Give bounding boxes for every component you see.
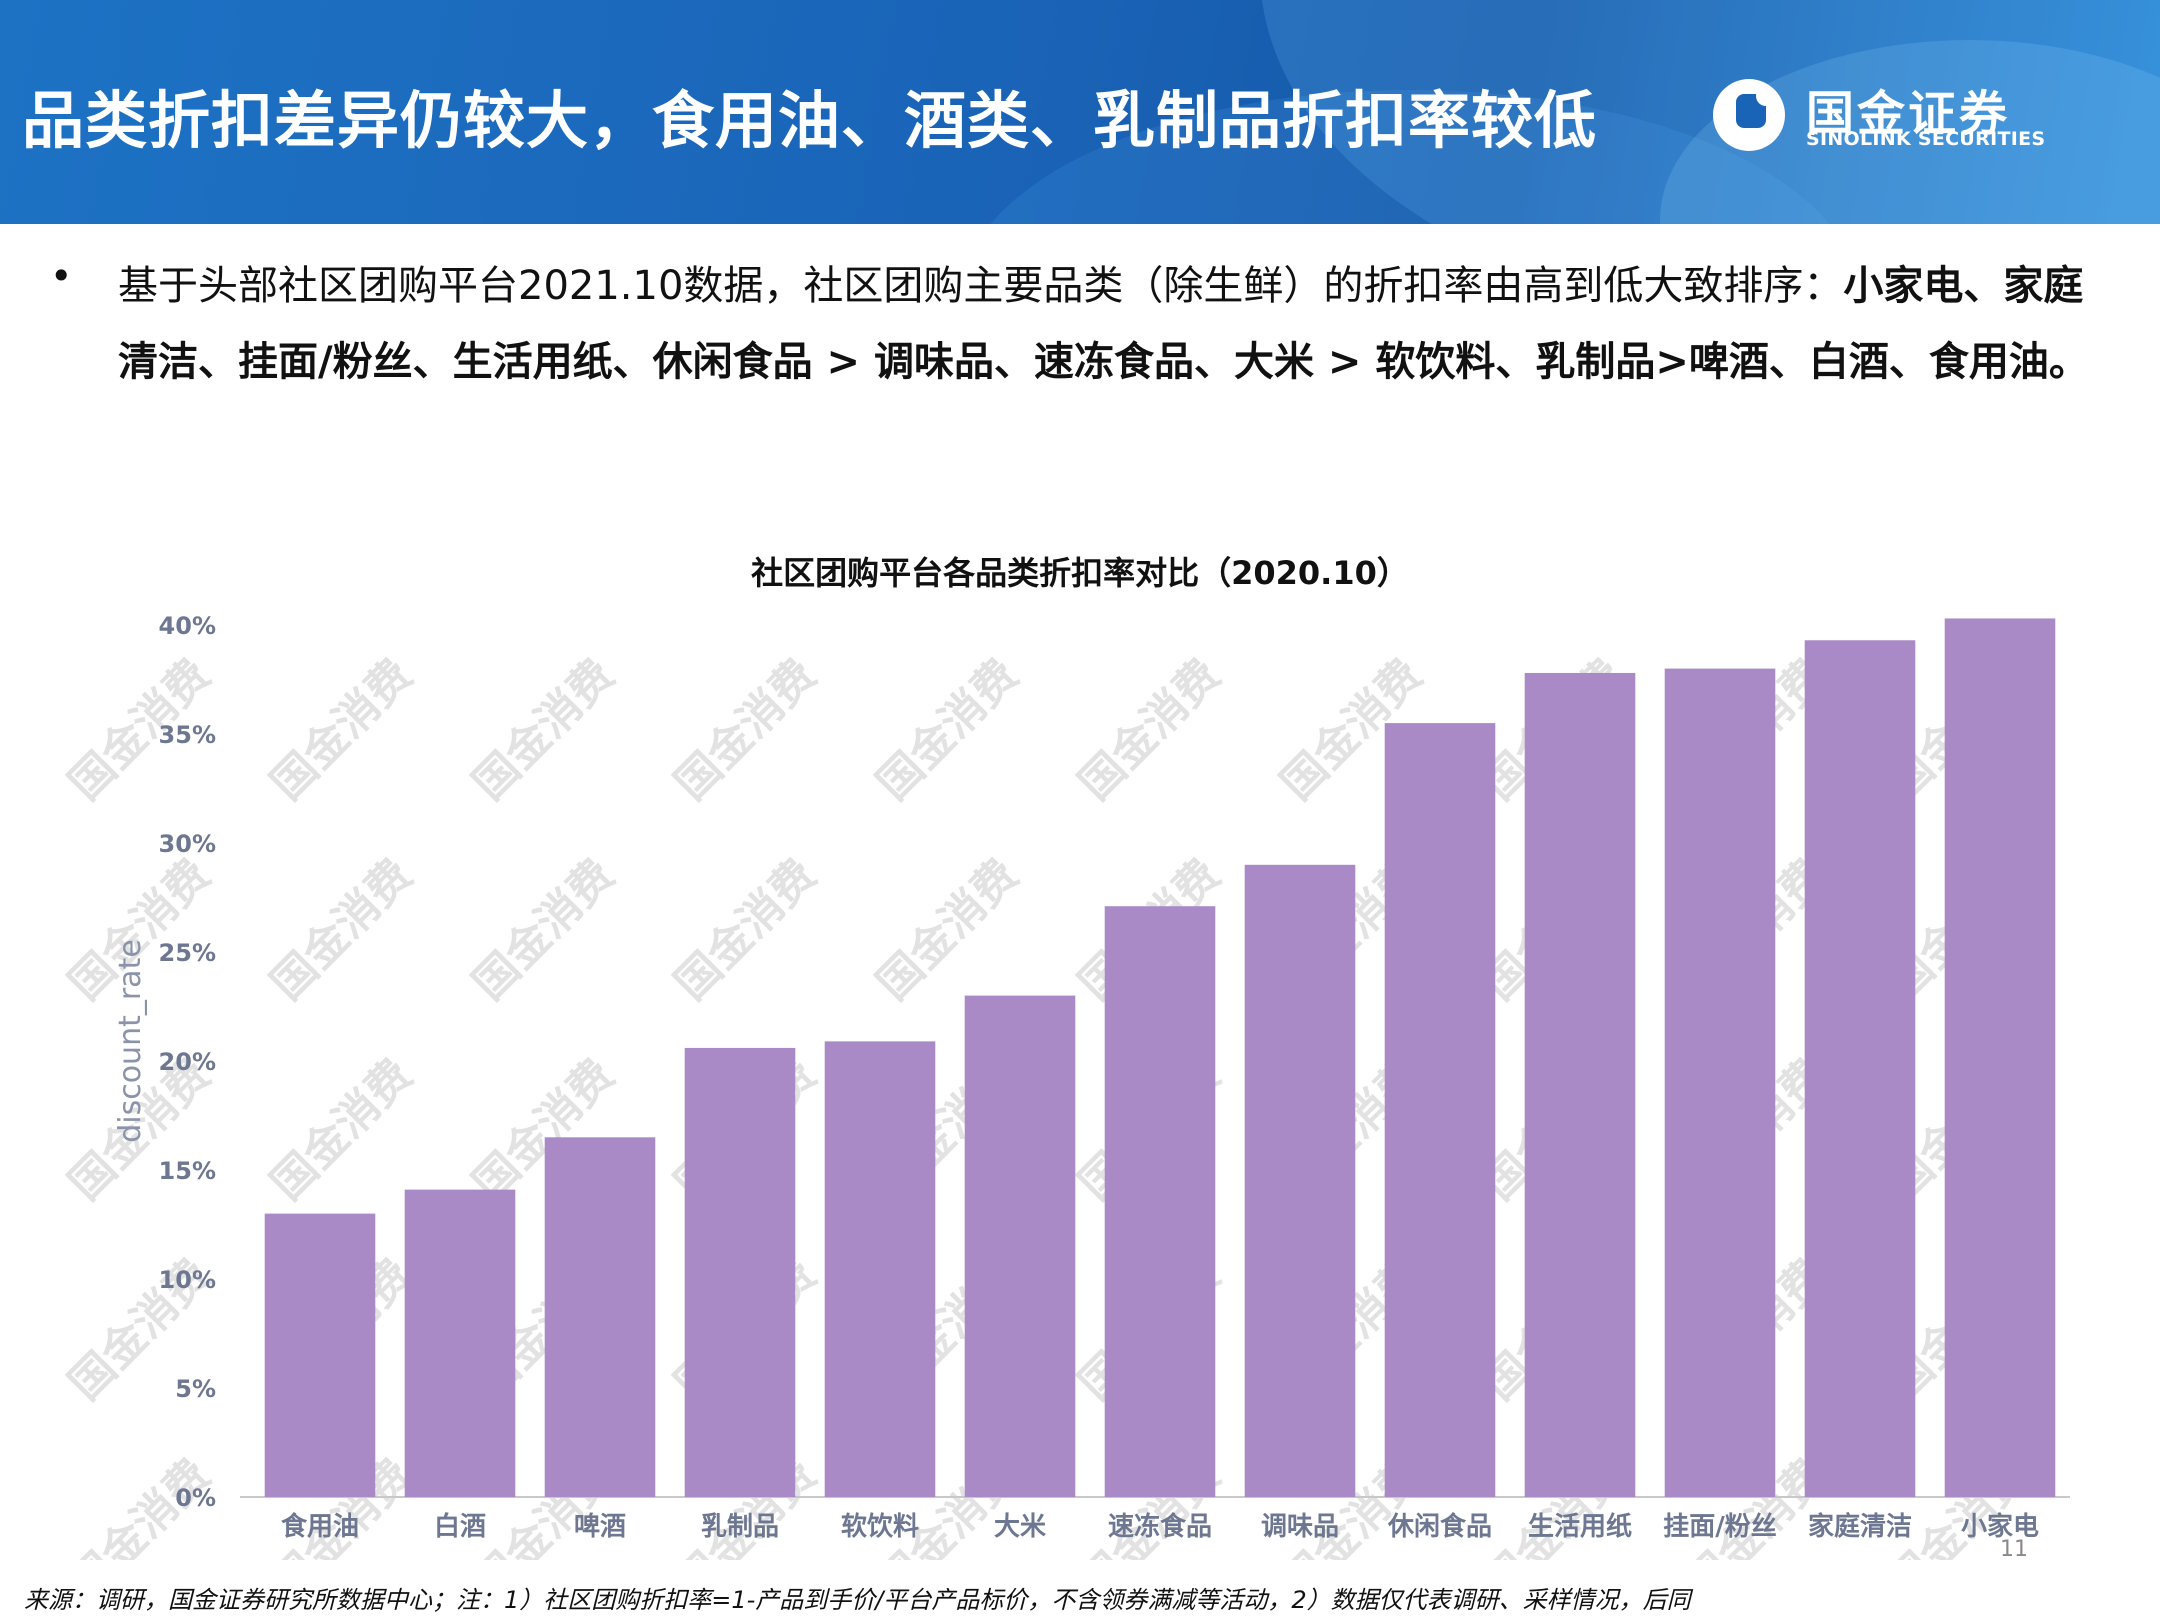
company-logo: 国金证券 SINOLINK SECURITIES: [1708, 72, 2068, 162]
watermark-text: 国金消费: [1069, 649, 1230, 810]
watermark-text: 国金消费: [867, 849, 1028, 1010]
y-tick-label: 20%: [159, 1048, 216, 1076]
bar-4: [824, 1041, 936, 1497]
x-tick-label: 速冻食品: [1108, 1511, 1212, 1542]
watermark-text: 国金消费: [867, 649, 1028, 810]
x-tick-label: 挂面/粉丝: [1663, 1512, 1777, 1542]
bar-12: [1944, 618, 2056, 1497]
page-title: 品类折扣差异仍较大，食用油、酒类、乳制品折扣率较低: [22, 84, 1598, 157]
bar-11: [1804, 640, 1916, 1497]
watermark-text: 国金消费: [665, 649, 826, 810]
bar-3: [684, 1047, 796, 1497]
logo-chinese-name: 国金证券: [1806, 86, 2011, 142]
chart-bars: [264, 618, 2056, 1497]
watermark-text: 国金消费: [261, 849, 422, 1010]
x-tick-label: 啤酒: [574, 1512, 626, 1542]
watermark-text: 国金消费: [261, 1049, 422, 1210]
watermark-text: 国金消费: [261, 649, 422, 810]
page-number: 11: [2000, 1537, 2028, 1560]
y-axis-title: discount_rate: [113, 939, 148, 1143]
y-tick-label: 25%: [159, 939, 216, 967]
y-tick-label: 5%: [175, 1375, 216, 1403]
bar-2: [544, 1137, 656, 1497]
summary-ranking: 小家电、家庭清洁、挂面/粉丝、生活用纸、休闲食品 > 调味品、速冻食品、大米 >…: [118, 263, 2089, 385]
logo-english-name: SINOLINK SECURITIES: [1806, 128, 2046, 150]
y-tick-label: 15%: [159, 1157, 216, 1185]
bar-0: [264, 1213, 376, 1497]
y-tick-label: 35%: [159, 721, 216, 749]
y-tick-label: 10%: [159, 1266, 216, 1294]
x-tick-label: 调味品: [1261, 1512, 1339, 1542]
bar-7: [1244, 864, 1356, 1497]
chart-title: 社区团购平台各品类折扣率对比（2020.10）: [751, 554, 1409, 592]
y-tick-label: 30%: [159, 830, 216, 858]
x-tick-label: 白酒: [434, 1511, 486, 1542]
x-tick-label: 生活用纸: [1528, 1511, 1632, 1542]
summary-intro: 基于头部社区团购平台2021.10数据，社区团购主要品类（除生鲜）的折扣率由高到…: [118, 263, 1844, 309]
bar-8: [1384, 723, 1496, 1497]
bar-6: [1104, 906, 1216, 1497]
x-tick-label: 小家电: [1961, 1511, 2039, 1542]
logo-mark-icon: [1713, 79, 1785, 151]
bar-5: [964, 995, 1076, 1497]
x-tick-label: 家庭清洁: [1808, 1511, 1912, 1542]
x-tick-label: 休闲食品: [1387, 1511, 1492, 1542]
bar-9: [1524, 672, 1636, 1497]
y-tick-label: 0%: [175, 1484, 216, 1512]
x-tick-label: 食用油: [281, 1511, 359, 1542]
x-tick-label: 软饮料: [841, 1512, 919, 1542]
bullet-marker: •: [50, 254, 73, 298]
watermark-text: 国金消费: [463, 649, 624, 810]
chart-labels: 0% 5% 10% 15% 20% 25% 30% 35% 40% discount_rate 食用…: [113, 612, 2039, 1560]
header-banner: 品类折扣差异仍较大，食用油、酒类、乳制品折扣率较低 国金证券 SINOLINK …: [0, 0, 2160, 224]
bar-1: [404, 1189, 516, 1497]
watermark-text: 国金消费: [665, 849, 826, 1010]
source-footnote: 来源：调研，国金证券研究所数据中心；注：1）社区团购折扣率=1-产品到手价/平台…: [24, 1586, 1691, 1614]
watermark-text: 国金消费: [463, 849, 624, 1010]
summary-bullet: 基于头部社区团购平台2021.10数据，社区团购主要品类（除生鲜）的折扣率由高到…: [118, 248, 2108, 400]
bar-10: [1664, 668, 1776, 1497]
y-tick-label: 40%: [159, 612, 216, 640]
x-tick-label: 乳制品: [701, 1512, 779, 1542]
header-wave: [1260, 0, 2160, 224]
x-tick-label: 大米: [994, 1512, 1046, 1542]
